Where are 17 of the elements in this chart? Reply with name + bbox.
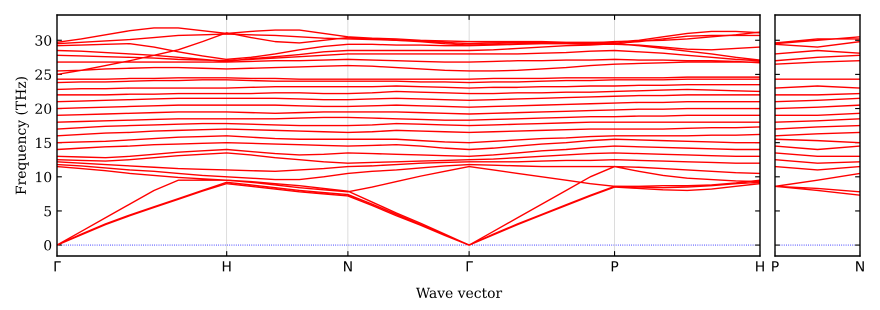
x-tick-label: P [612, 261, 618, 272]
x-tick-label: Γ [54, 261, 61, 272]
x-tick-label: N [344, 261, 352, 272]
x-axis-title: Wave vector [416, 288, 502, 298]
y-tick-label: 30 [36, 35, 52, 46]
x-tick-label: H [222, 261, 231, 272]
x-tick-label: N [856, 261, 864, 272]
y-tick-label: 5 [44, 206, 52, 216]
y-axis-title: Frequency (THz) [15, 77, 29, 194]
x-tick-label: H [756, 261, 764, 272]
y-tick-label: 20 [35, 104, 52, 114]
y-tick-label: 0 [44, 240, 52, 251]
y-tick-label: 15 [36, 138, 52, 148]
x-tick-label: Γ [466, 261, 473, 272]
y-tick-label: 25 [35, 69, 52, 80]
y-tick-label: 10 [36, 172, 52, 182]
x-tick-label: P [772, 261, 779, 272]
